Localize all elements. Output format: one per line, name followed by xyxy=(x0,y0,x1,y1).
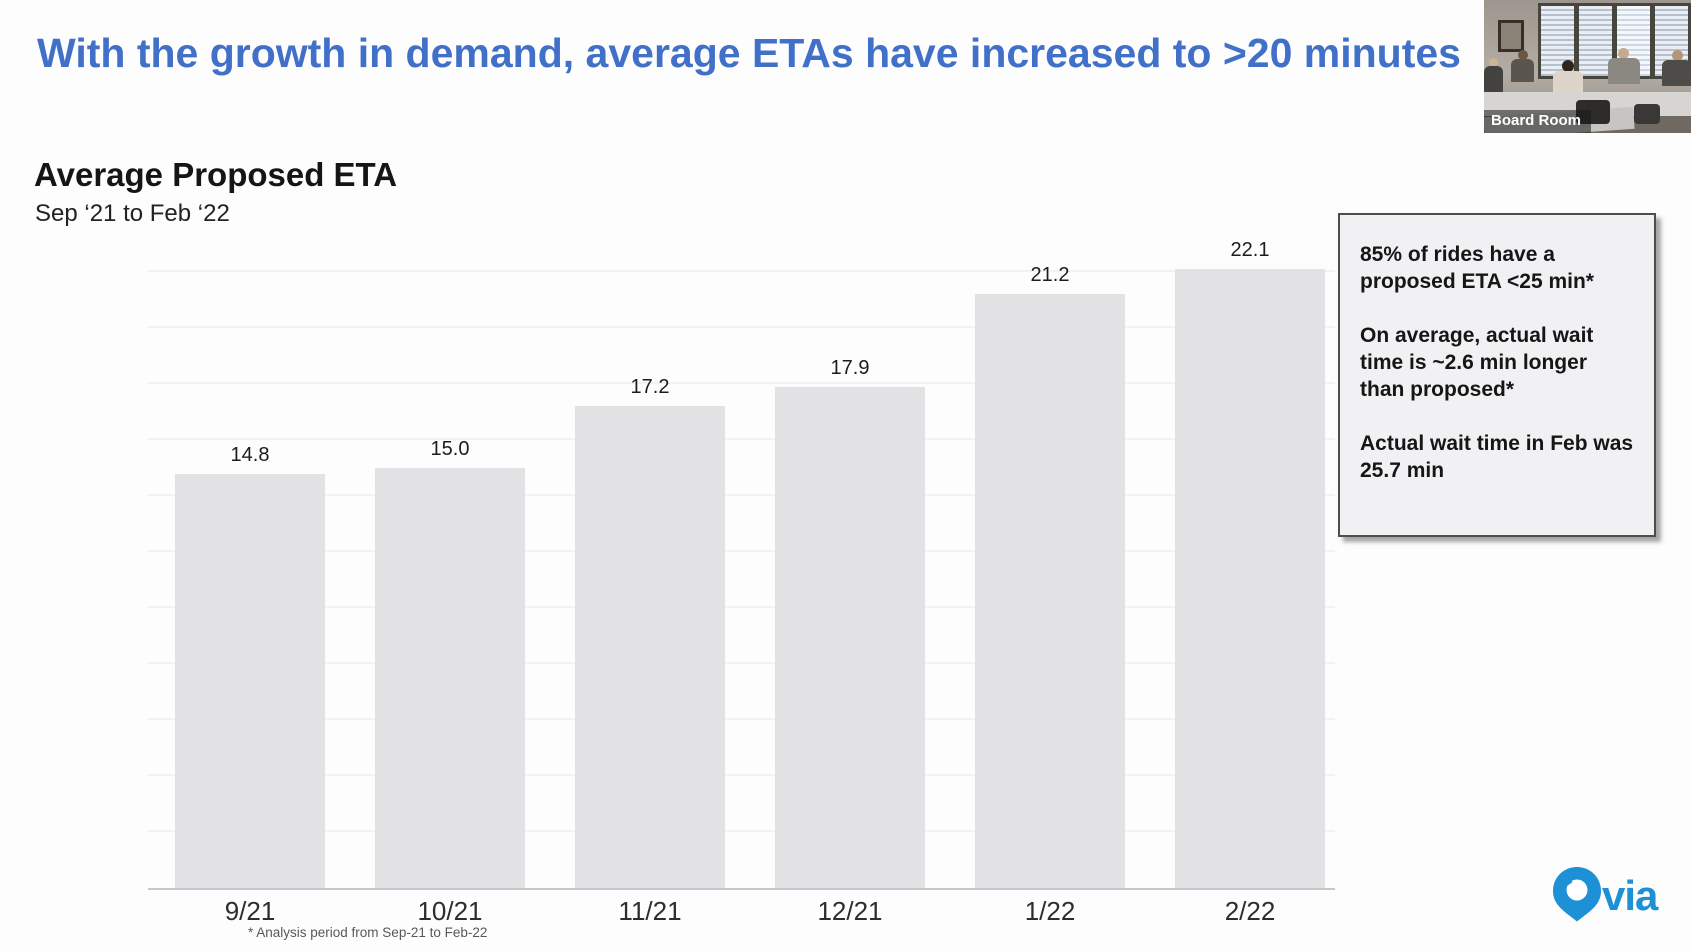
participant-name-label: Board Room xyxy=(1484,110,1591,133)
slide-title: With the growth in demand, average ETAs … xyxy=(37,30,1461,76)
bar-chart-plot-area: 14.8 15.0 17.2 17.9 21.2 22.1 xyxy=(148,239,1335,890)
x-axis-label: 1/22 xyxy=(1024,896,1076,926)
via-wordmark: via xyxy=(1602,872,1658,919)
bar-12/21 xyxy=(775,387,925,888)
chart-subtitle: Sep ‘21 to Feb ‘22 xyxy=(35,200,230,227)
x-axis-line xyxy=(148,888,1335,890)
x-axis-labels: 9/21 10/21 11/21 12/21 1/22 2/22 xyxy=(148,896,1335,930)
gridline xyxy=(148,382,1335,384)
callout-line-1: 85% of rides have a proposed ETA <25 min… xyxy=(1360,243,1594,293)
bar-value-label: 21.2 xyxy=(1030,264,1070,286)
x-axis-label: 12/21 xyxy=(817,896,883,926)
bar-value-label: 14.8 xyxy=(230,444,270,466)
x-axis-label: 2/22 xyxy=(1224,896,1276,926)
person xyxy=(1484,66,1503,94)
person xyxy=(1618,48,1629,59)
callout-line-3: Actual wait time in Feb was 25.7 min xyxy=(1360,432,1634,482)
person xyxy=(1511,59,1534,82)
bar-value-label: 15.0 xyxy=(430,438,470,460)
person xyxy=(1608,58,1640,84)
person xyxy=(1553,71,1583,95)
x-axis-label: 11/21 xyxy=(618,896,682,926)
webcam-video[interactable]: Board Room xyxy=(1484,0,1691,133)
person xyxy=(1662,60,1691,86)
person xyxy=(1672,50,1683,61)
gridline xyxy=(148,438,1335,440)
bar-10/21 xyxy=(375,468,525,888)
bar-2/22 xyxy=(1175,269,1325,888)
bar-1/22 xyxy=(975,294,1125,888)
person xyxy=(1562,60,1574,72)
gridline xyxy=(148,606,1335,608)
chart-footnote: * Analysis period from Sep-21 to Feb-22 xyxy=(248,925,488,940)
gridline xyxy=(148,494,1335,496)
bar-value-label: 17.2 xyxy=(630,376,670,398)
gridline xyxy=(148,326,1335,328)
person xyxy=(1518,50,1528,60)
gridline xyxy=(148,550,1335,552)
gridline xyxy=(148,774,1335,776)
bar-value-label: 22.1 xyxy=(1230,239,1270,261)
x-axis-label: 10/21 xyxy=(417,896,483,926)
callout-line-2: On average, actual wait time is ~2.6 min… xyxy=(1360,324,1594,401)
gridline xyxy=(148,662,1335,664)
person xyxy=(1489,58,1498,67)
callout-box: 85% of rides have a proposed ETA <25 min… xyxy=(1338,213,1656,537)
bar-11/21 xyxy=(575,406,725,888)
chart-title: Average Proposed ETA xyxy=(34,156,398,193)
via-logo: via xyxy=(1552,866,1682,926)
via-pin-icon xyxy=(1553,867,1601,922)
x-axis-label: 9/21 xyxy=(224,896,276,926)
bar-9/21 xyxy=(175,474,325,888)
gridline xyxy=(148,830,1335,832)
gridline xyxy=(148,270,1335,272)
gridline xyxy=(148,718,1335,720)
wall-picture xyxy=(1498,20,1524,52)
window-blind xyxy=(1579,6,1612,76)
chair xyxy=(1634,104,1660,124)
bar-value-label: 17.9 xyxy=(830,357,870,379)
